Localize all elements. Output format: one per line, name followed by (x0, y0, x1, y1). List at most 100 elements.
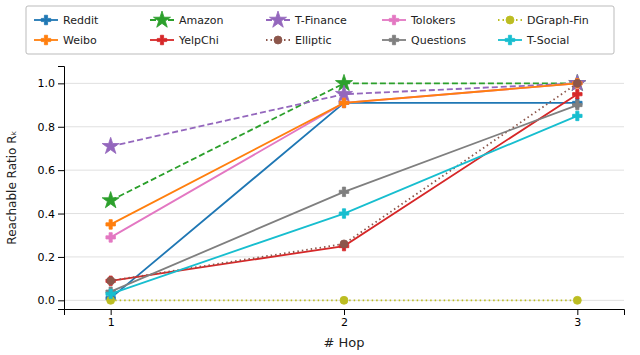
point (339, 187, 348, 196)
point (107, 277, 115, 285)
plot-area: 1230.00.20.40.60.81.0 (38, 67, 625, 329)
point (339, 98, 348, 107)
point (573, 111, 582, 120)
grid-line (64, 170, 624, 171)
series-markers (107, 296, 582, 304)
tick: 0.2 (38, 251, 65, 264)
series-line (111, 83, 578, 237)
tick-label: 3 (574, 316, 581, 329)
tick-mark (344, 309, 345, 315)
series-markers (106, 89, 582, 285)
point (339, 209, 348, 218)
legend-marker (389, 35, 398, 44)
tick: 0.4 (38, 208, 65, 221)
tick-mark (58, 127, 64, 128)
tick: 0.6 (38, 164, 65, 177)
tick-label: 1.0 (38, 77, 56, 90)
point (573, 89, 582, 98)
point (340, 296, 348, 304)
grid-line (64, 256, 624, 257)
series-line (111, 103, 578, 298)
tick-label: 0.2 (38, 251, 56, 264)
axis-line (58, 67, 65, 310)
axis-line (65, 310, 625, 316)
point (569, 74, 586, 90)
legend-item: YelpChi (150, 34, 219, 47)
legend-marker (389, 15, 398, 24)
point (573, 79, 582, 88)
series-line (111, 116, 578, 294)
legend-item: T-Finance (266, 11, 347, 27)
legend-label: YelpChi (178, 34, 219, 47)
legend-marker (41, 15, 50, 24)
legend-label: Reddit (63, 14, 99, 27)
point (339, 98, 348, 107)
series-line (111, 83, 578, 224)
legend-marker (153, 11, 170, 27)
legend-label: Weibo (63, 34, 97, 47)
legend-marker (157, 35, 166, 44)
series-line (111, 94, 578, 281)
legend-marker (41, 35, 50, 44)
point (569, 74, 586, 90)
legend: Reddit Amazon T-Finance Tolokers DGraph-Fin W… (26, 6, 614, 54)
tick-mark (58, 170, 64, 171)
point (106, 233, 115, 242)
series-markers (102, 74, 586, 207)
point (573, 100, 582, 109)
tick-mark (58, 257, 64, 258)
tick-label: 1 (108, 316, 115, 329)
tick: 0.8 (38, 121, 65, 134)
legend-label: DGraph-Fin (527, 14, 589, 27)
series-markers (107, 79, 582, 284)
legend-label: Questions (411, 34, 466, 47)
point (102, 192, 119, 208)
tick: 3 (574, 309, 581, 329)
point (573, 79, 582, 88)
legend-label: Amazon (179, 14, 223, 27)
legend-item: DGraph-Fin (498, 14, 589, 27)
tick-label: 0.0 (38, 294, 56, 307)
legend-item: T-Social (498, 34, 569, 47)
tick-label: 0.8 (38, 121, 56, 134)
legend-item: Weibo (34, 34, 97, 47)
legend-label: T-Finance (294, 14, 347, 27)
tick-mark (58, 83, 64, 84)
tick-label: 0.4 (38, 208, 56, 221)
point (106, 289, 115, 298)
chart: 1230.00.20.40.60.81.0# HopReachable Rati… (0, 0, 640, 355)
series-line (111, 105, 578, 292)
point (573, 79, 581, 87)
y-axis-title: Reachable Ratio Rₖ (5, 130, 19, 244)
tick-mark (111, 309, 112, 315)
series-line (111, 83, 578, 280)
series-markers (106, 111, 582, 298)
y-axis: 0.0 0.2 0.4 0.6 0.8 1.0 (38, 67, 65, 310)
series-markers (102, 74, 586, 153)
tick-mark (58, 300, 64, 301)
tick: 1.0 (38, 77, 65, 90)
point (573, 296, 581, 304)
legend-marker (506, 16, 514, 24)
grid-line (64, 126, 624, 127)
tick: 0.0 (38, 294, 65, 307)
series-markers (106, 79, 582, 230)
legend-item: Reddit (34, 14, 99, 27)
series-markers (106, 100, 582, 296)
tick-mark (577, 309, 578, 315)
point (340, 240, 348, 248)
legend-marker (274, 36, 282, 44)
point (106, 276, 115, 285)
tick: 1 (108, 309, 115, 329)
tick-mark (58, 214, 64, 215)
series-line (111, 83, 578, 146)
tick-label: 0.6 (38, 164, 56, 177)
point (102, 137, 119, 153)
legend-marker (505, 35, 514, 44)
legend-label: Elliptic (295, 34, 332, 47)
point (106, 220, 115, 229)
series-markers (106, 98, 582, 303)
legend-item: Tolokers (382, 14, 456, 27)
legend-label: T-Social (526, 34, 569, 47)
legend-item: Elliptic (266, 34, 332, 47)
